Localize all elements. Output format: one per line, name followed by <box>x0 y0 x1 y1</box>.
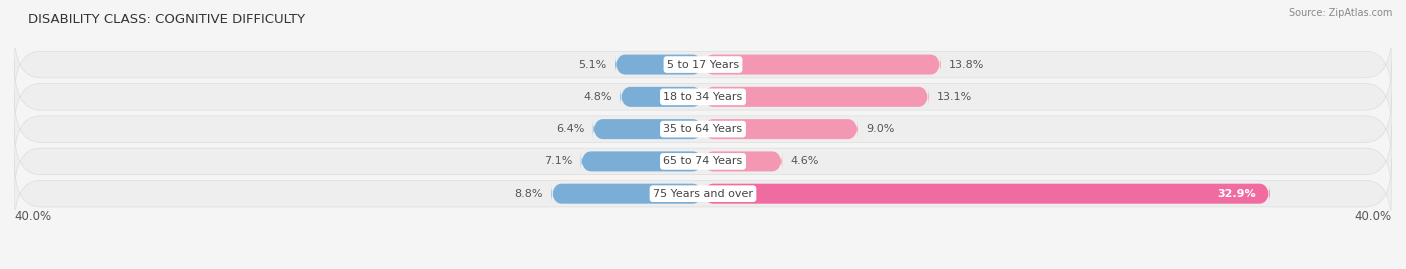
FancyBboxPatch shape <box>703 55 941 75</box>
Text: 75 Years and over: 75 Years and over <box>652 189 754 199</box>
FancyBboxPatch shape <box>14 29 1392 100</box>
Text: 13.1%: 13.1% <box>938 92 973 102</box>
FancyBboxPatch shape <box>14 94 1392 164</box>
Text: 40.0%: 40.0% <box>14 210 51 223</box>
Text: 7.1%: 7.1% <box>544 156 572 167</box>
FancyBboxPatch shape <box>14 158 1392 229</box>
FancyBboxPatch shape <box>703 184 1270 204</box>
FancyBboxPatch shape <box>620 87 703 107</box>
Text: 65 to 74 Years: 65 to 74 Years <box>664 156 742 167</box>
Text: 8.8%: 8.8% <box>515 189 543 199</box>
FancyBboxPatch shape <box>616 55 703 75</box>
Text: 35 to 64 Years: 35 to 64 Years <box>664 124 742 134</box>
FancyBboxPatch shape <box>703 87 928 107</box>
FancyBboxPatch shape <box>593 119 703 139</box>
Text: 9.0%: 9.0% <box>866 124 896 134</box>
FancyBboxPatch shape <box>551 184 703 204</box>
Text: 5.1%: 5.1% <box>578 59 606 70</box>
FancyBboxPatch shape <box>14 62 1392 132</box>
FancyBboxPatch shape <box>581 151 703 171</box>
Text: 5 to 17 Years: 5 to 17 Years <box>666 59 740 70</box>
FancyBboxPatch shape <box>14 126 1392 197</box>
Text: 32.9%: 32.9% <box>1218 189 1256 199</box>
Text: 4.8%: 4.8% <box>583 92 612 102</box>
Text: 18 to 34 Years: 18 to 34 Years <box>664 92 742 102</box>
Text: Source: ZipAtlas.com: Source: ZipAtlas.com <box>1288 8 1392 18</box>
FancyBboxPatch shape <box>703 119 858 139</box>
Text: DISABILITY CLASS: COGNITIVE DIFFICULTY: DISABILITY CLASS: COGNITIVE DIFFICULTY <box>28 13 305 26</box>
Text: 13.8%: 13.8% <box>949 59 984 70</box>
Text: 4.6%: 4.6% <box>790 156 820 167</box>
FancyBboxPatch shape <box>703 151 782 171</box>
Text: 40.0%: 40.0% <box>1355 210 1392 223</box>
Text: 6.4%: 6.4% <box>555 124 583 134</box>
